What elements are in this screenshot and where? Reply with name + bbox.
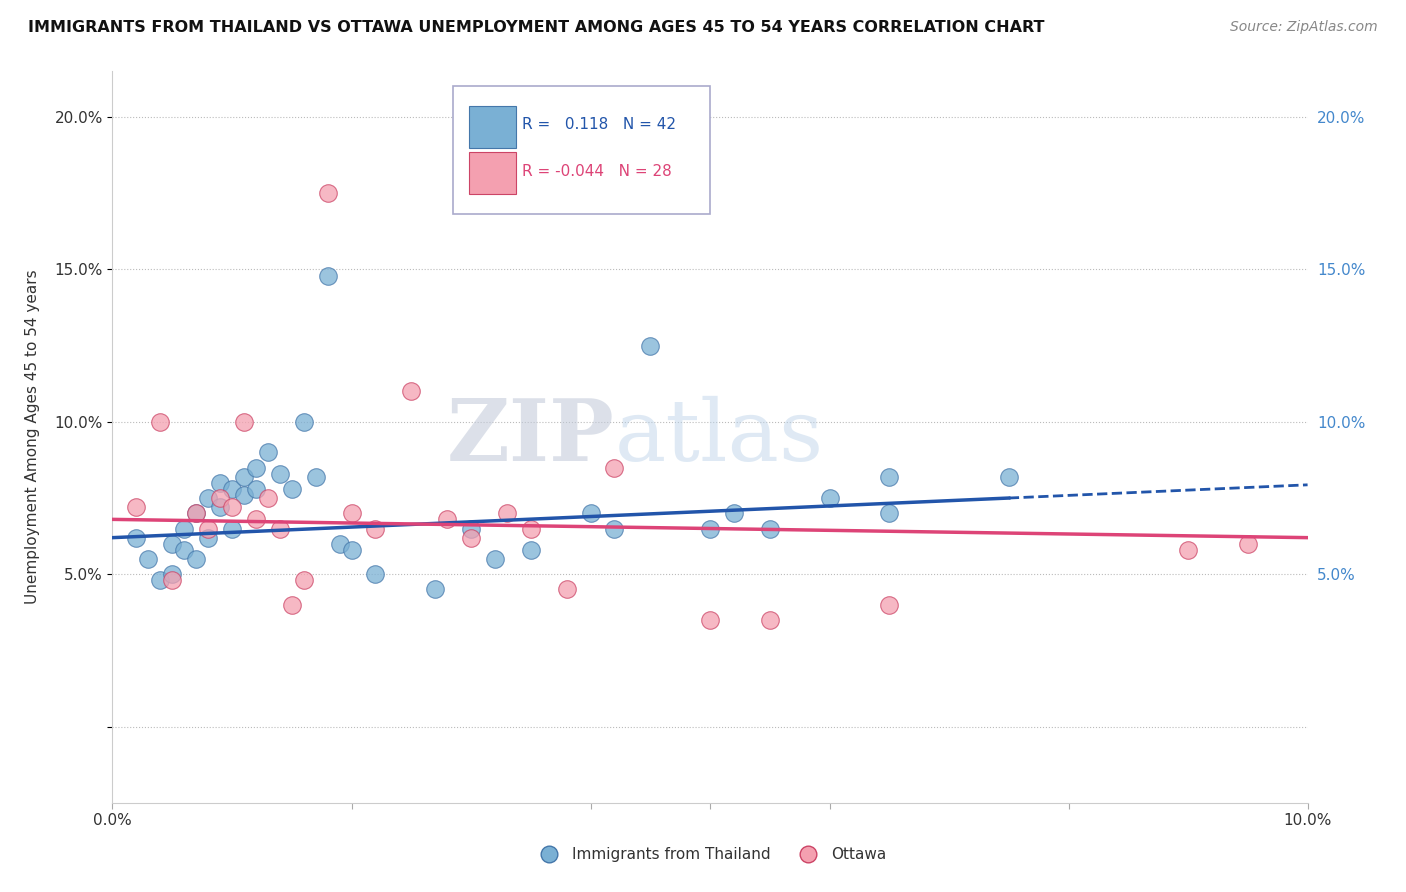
Point <box>269 521 291 535</box>
Point <box>460 521 482 535</box>
Point <box>125 500 148 515</box>
Point <box>1177 542 1199 557</box>
Point <box>496 506 519 520</box>
Point <box>699 521 721 535</box>
Point <box>460 531 482 545</box>
Text: R = -0.044   N = 28: R = -0.044 N = 28 <box>523 164 672 179</box>
Point <box>257 491 280 505</box>
Point <box>209 475 232 490</box>
Point <box>233 488 256 502</box>
Text: atlas: atlas <box>614 395 824 479</box>
Point <box>879 469 901 483</box>
Point <box>138 552 160 566</box>
Point <box>305 469 328 483</box>
Point <box>520 542 543 557</box>
Point <box>245 460 267 475</box>
Point <box>879 598 901 612</box>
Point <box>640 338 662 352</box>
FancyBboxPatch shape <box>468 152 516 194</box>
Point <box>579 506 602 520</box>
Point <box>162 567 183 582</box>
Point <box>699 613 721 627</box>
Point <box>292 574 315 588</box>
Point <box>197 491 219 505</box>
Text: R =   0.118   N = 42: R = 0.118 N = 42 <box>523 117 676 132</box>
Text: IMMIGRANTS FROM THAILAND VS OTTAWA UNEMPLOYMENT AMONG AGES 45 TO 54 YEARS CORREL: IMMIGRANTS FROM THAILAND VS OTTAWA UNEMP… <box>28 20 1045 35</box>
Text: ZIP: ZIP <box>447 395 614 479</box>
Point <box>125 531 148 545</box>
Point <box>245 482 267 496</box>
Point <box>221 482 243 496</box>
Point <box>425 582 447 597</box>
Point <box>197 531 219 545</box>
Point <box>221 521 243 535</box>
Point <box>818 491 841 505</box>
Point <box>149 574 172 588</box>
Point <box>257 445 280 459</box>
Point <box>186 506 208 520</box>
Point <box>281 482 304 496</box>
Point <box>269 467 291 481</box>
Point <box>221 500 243 515</box>
Point <box>162 574 183 588</box>
FancyBboxPatch shape <box>453 86 710 214</box>
Point <box>364 567 387 582</box>
Point <box>186 552 208 566</box>
Point <box>340 542 363 557</box>
Point <box>520 521 543 535</box>
Point <box>245 512 267 526</box>
Point <box>603 521 626 535</box>
Point <box>484 552 506 566</box>
Point <box>401 384 423 399</box>
Point <box>173 542 195 557</box>
Point <box>209 491 232 505</box>
Point <box>162 537 183 551</box>
Point <box>723 506 745 520</box>
Point <box>998 469 1021 483</box>
Point <box>879 506 901 520</box>
Point <box>316 186 339 201</box>
Point <box>173 521 195 535</box>
Point <box>329 537 352 551</box>
Point <box>316 268 339 283</box>
Text: Source: ZipAtlas.com: Source: ZipAtlas.com <box>1230 20 1378 34</box>
Point <box>197 521 219 535</box>
Point <box>186 506 208 520</box>
Point <box>149 415 172 429</box>
Point <box>233 415 256 429</box>
Point <box>340 506 363 520</box>
Point <box>364 521 387 535</box>
Y-axis label: Unemployment Among Ages 45 to 54 years: Unemployment Among Ages 45 to 54 years <box>25 269 41 605</box>
Point <box>436 512 458 526</box>
FancyBboxPatch shape <box>468 106 516 148</box>
Point <box>292 415 315 429</box>
Point <box>1237 537 1260 551</box>
Point <box>759 613 782 627</box>
Point <box>603 460 626 475</box>
Point <box>555 582 578 597</box>
Point <box>281 598 304 612</box>
Point <box>759 521 782 535</box>
Point <box>209 500 232 515</box>
Point <box>233 469 256 483</box>
Legend: Immigrants from Thailand, Ottawa: Immigrants from Thailand, Ottawa <box>527 841 893 868</box>
